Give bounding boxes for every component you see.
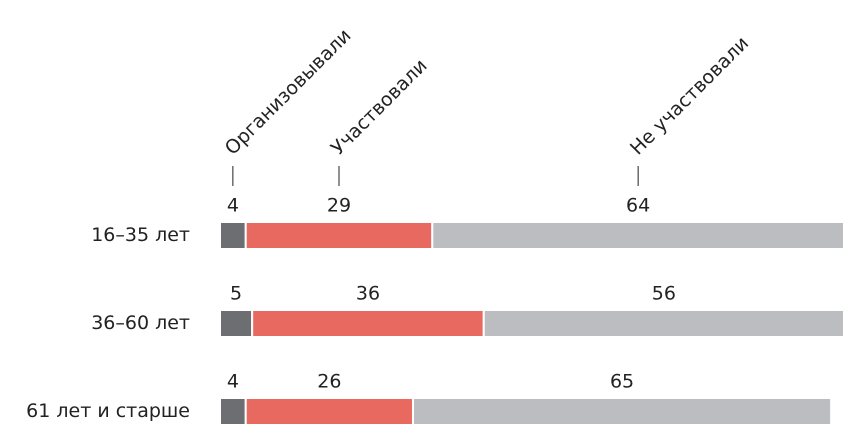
category-label: 36–60 лет — [91, 312, 190, 334]
value-label: 4 — [227, 195, 239, 217]
value-label: 29 — [327, 195, 351, 217]
bar-segment — [431, 221, 844, 250]
bar-segment — [219, 309, 254, 338]
value-label: 5 — [230, 283, 242, 305]
value-label: 56 — [652, 283, 676, 305]
bar-segment — [219, 397, 247, 426]
bar-segment — [219, 221, 247, 250]
value-label: 26 — [317, 371, 341, 393]
bar-segment — [244, 221, 434, 250]
bar-segment — [411, 397, 833, 426]
category-label: 16–35 лет — [91, 224, 190, 246]
value-label: 64 — [626, 195, 650, 217]
value-label: 36 — [356, 283, 380, 305]
bar-segment — [244, 397, 414, 426]
category-label: 61 лет и старше — [26, 400, 190, 422]
value-label: 65 — [610, 371, 634, 393]
legend-label: Не участвовали — [626, 32, 753, 159]
legend-label: Участвовали — [327, 55, 432, 160]
bar-segment — [482, 309, 844, 338]
bar-segment — [251, 309, 485, 338]
value-label: 4 — [227, 371, 239, 393]
